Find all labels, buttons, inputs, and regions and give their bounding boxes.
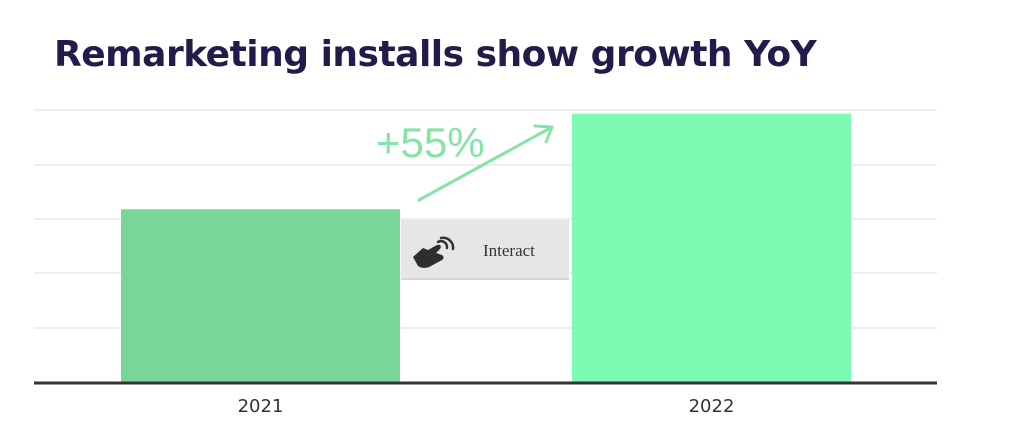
x-tick-label: 2022 bbox=[689, 396, 735, 417]
x-tick-label: 2021 bbox=[238, 396, 284, 417]
growth-label: +55% bbox=[376, 119, 485, 166]
growth-arrow-shaft bbox=[417, 125, 554, 202]
x-tick-labels: 2021 2022 bbox=[238, 396, 735, 417]
chart-title: Remarketing installs show growth YoY bbox=[54, 34, 817, 75]
growth-arrow bbox=[417, 124, 554, 202]
touch-hand-icon bbox=[411, 231, 459, 276]
bar-2021 bbox=[121, 209, 400, 383]
growth-arrow-head bbox=[533, 124, 554, 144]
bar-2022 bbox=[572, 113, 851, 383]
interact-label: Interact bbox=[483, 241, 535, 260]
bars bbox=[121, 113, 851, 383]
interact-button[interactable]: Interact bbox=[401, 220, 569, 280]
